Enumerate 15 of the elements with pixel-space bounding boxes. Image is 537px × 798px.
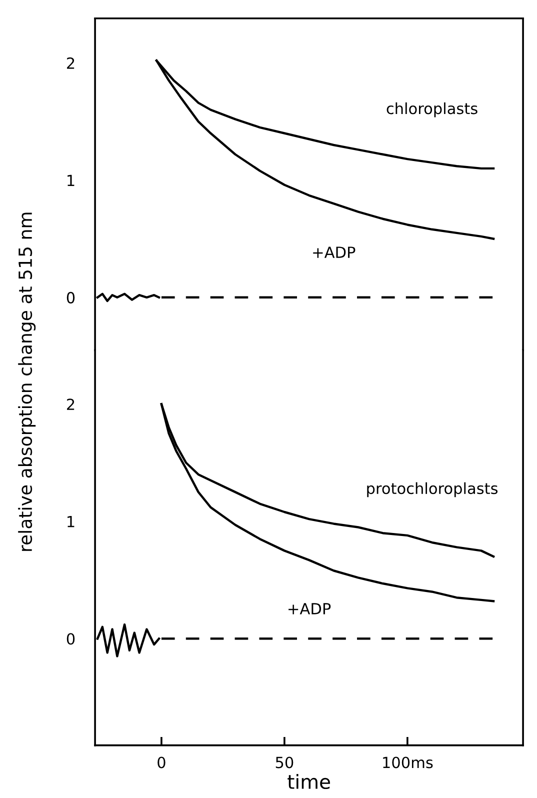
y-tick-label: 0 [66, 633, 75, 645]
y-tick-label: 0 [66, 292, 75, 304]
annotation: chloroplasts [386, 102, 478, 118]
y-tick-label: 2 [67, 398, 74, 410]
x-tick-label: 100ms [383, 756, 433, 768]
annotation: protochloroplasts [367, 482, 498, 498]
y-axis-title: relative absorption change at 515 nm [18, 212, 36, 551]
x-tick-label: 50 [276, 756, 294, 768]
x-axis-title: time [288, 774, 330, 790]
x-tick-label: 0 [158, 756, 166, 768]
y-tick-label: 2 [67, 57, 74, 69]
annotation: +ADP [288, 603, 331, 614]
y-tick-label: 1 [68, 516, 74, 528]
annotation: +ADP [313, 246, 356, 258]
y-tick-label: 1 [68, 174, 74, 186]
